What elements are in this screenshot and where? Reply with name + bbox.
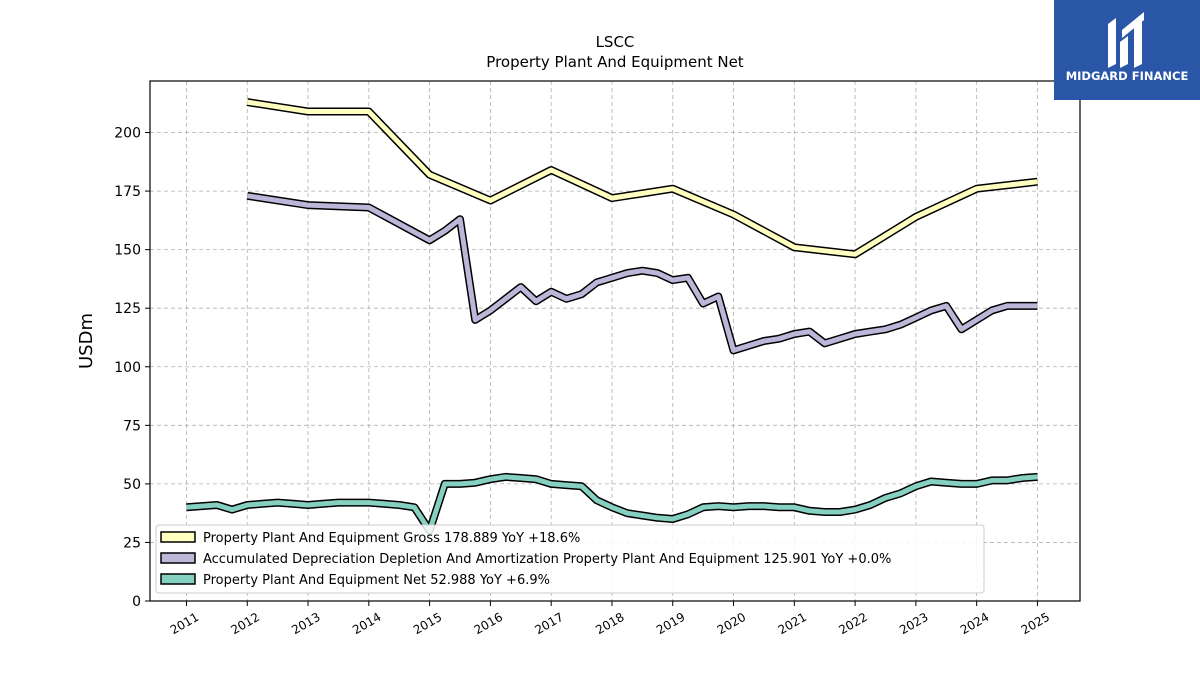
- x-tick-label: 2023: [897, 610, 930, 637]
- x-tick-label: 2011: [168, 610, 201, 637]
- series-layer: [186, 98, 1038, 535]
- x-tick-label: 2019: [654, 610, 687, 637]
- series-outline-0: [246, 98, 1038, 259]
- x-tick-label: 2017: [532, 610, 565, 637]
- x-tick-label: 2021: [776, 610, 809, 637]
- legend-label: Property Plant And Equipment Gross 178.8…: [203, 531, 580, 546]
- chart-title: LSCC: [596, 33, 635, 51]
- x-tick-label: 2024: [958, 610, 991, 637]
- y-tick-label: 125: [114, 301, 141, 317]
- y-tick-label: 100: [114, 360, 141, 376]
- grid: [150, 81, 1080, 602]
- x-tick-label: 2014: [350, 610, 383, 637]
- x-tick-label: 2022: [836, 610, 869, 637]
- x-tick-label: 2020: [715, 610, 748, 637]
- series-line-0: [246, 99, 1038, 257]
- legend: Property Plant And Equipment Gross 178.8…: [155, 524, 985, 594]
- x-tick-label: 2025: [1019, 610, 1052, 637]
- legend-swatch: [160, 531, 196, 543]
- logo-mark-icon: [1108, 12, 1144, 68]
- x-tick-label: 2013: [289, 610, 322, 637]
- y-tick-label: 25: [123, 535, 141, 551]
- y-tick-label: 0: [132, 594, 141, 610]
- legend-swatch: [160, 552, 196, 564]
- legend-swatch: [160, 573, 196, 585]
- x-tick-label: 2016: [472, 610, 505, 637]
- x-tick-label: 2015: [411, 610, 444, 637]
- x-tick-label: 2012: [229, 610, 262, 637]
- series-line-1: [246, 193, 1038, 353]
- legend-label: Property Plant And Equipment Net 52.988 …: [203, 573, 550, 588]
- plot-frame: [149, 80, 1081, 602]
- y-tick-label: 50: [123, 477, 141, 493]
- y-tick-label: 175: [114, 184, 141, 200]
- y-tick-label: 150: [114, 243, 141, 259]
- logo-text: MIDGARD FINANCE: [1065, 69, 1189, 83]
- y-tick-label: 75: [123, 418, 141, 434]
- y-tick-label: 200: [114, 126, 141, 142]
- x-tick-label: 2018: [593, 610, 626, 637]
- y-axis-label: USDm: [76, 313, 97, 369]
- brand-logo: MIDGARD FINANCE: [1054, 0, 1200, 100]
- legend-box: [155, 524, 985, 594]
- chart-subtitle: Property Plant And Equipment Net: [486, 53, 743, 71]
- legend-label: Accumulated Depreciation Depletion And A…: [203, 552, 891, 567]
- series-line-2: [186, 474, 1038, 534]
